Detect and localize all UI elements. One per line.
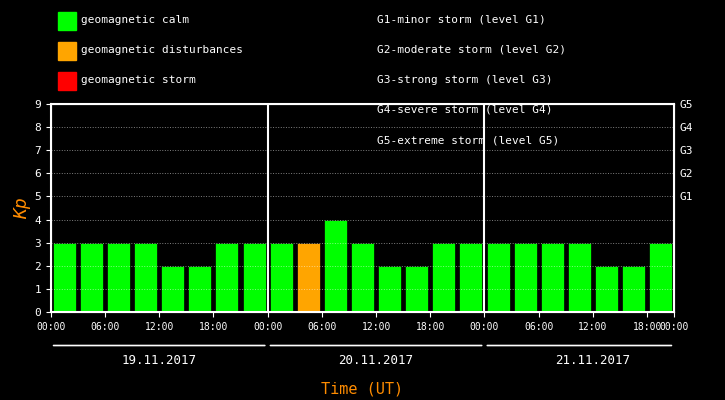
Bar (351, 243, 374, 312)
Bar (297, 243, 320, 312)
Bar (649, 243, 672, 312)
Bar (80, 243, 103, 312)
Bar (215, 243, 239, 312)
Bar (622, 266, 645, 312)
Bar (53, 243, 76, 312)
Text: 20.11.2017: 20.11.2017 (339, 354, 413, 366)
Bar (432, 243, 455, 312)
Bar (460, 243, 482, 312)
Text: 19.11.2017: 19.11.2017 (122, 354, 196, 366)
Text: Time (UT): Time (UT) (321, 381, 404, 396)
Bar (378, 266, 401, 312)
Text: geomagnetic calm: geomagnetic calm (81, 15, 189, 25)
Bar (270, 243, 293, 312)
Bar (513, 243, 536, 312)
Text: geomagnetic storm: geomagnetic storm (81, 75, 196, 85)
Text: 21.11.2017: 21.11.2017 (555, 354, 631, 366)
Bar (595, 266, 618, 312)
Text: geomagnetic disturbances: geomagnetic disturbances (81, 45, 243, 55)
Bar (486, 243, 510, 312)
Text: G3-strong storm (level G3): G3-strong storm (level G3) (377, 75, 552, 85)
Bar (107, 243, 130, 312)
Text: G2-moderate storm (level G2): G2-moderate storm (level G2) (377, 45, 566, 55)
Bar (405, 266, 428, 312)
Bar (324, 220, 347, 312)
Y-axis label: Kp: Kp (14, 197, 31, 219)
Text: G5-extreme storm (level G5): G5-extreme storm (level G5) (377, 135, 559, 145)
Bar (243, 243, 265, 312)
Text: G1-minor storm (level G1): G1-minor storm (level G1) (377, 15, 546, 25)
Text: G4-severe storm (level G4): G4-severe storm (level G4) (377, 105, 552, 115)
Bar (188, 266, 212, 312)
Bar (134, 243, 157, 312)
Bar (541, 243, 564, 312)
Bar (161, 266, 184, 312)
Bar (568, 243, 591, 312)
